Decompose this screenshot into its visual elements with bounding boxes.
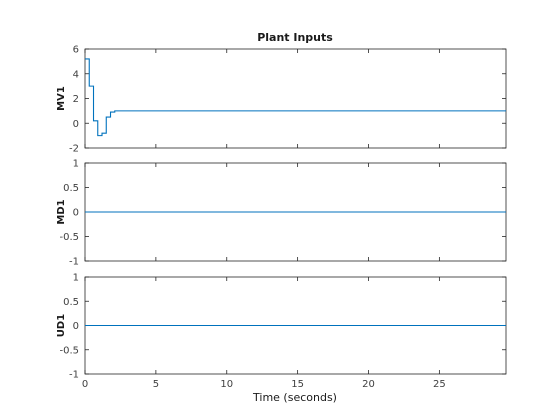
figure-title: Plant Inputs [257, 31, 333, 44]
md1-y-axis-label: MD1 [56, 199, 67, 224]
ud1-xtick-label: 20 [362, 379, 375, 390]
mv1-ytick-label: 6 [73, 45, 79, 56]
mv1-y-axis-label: MV1 [56, 86, 67, 111]
mv1-ytick-label: 4 [73, 69, 79, 80]
ud1-ytick-label: 0 [73, 321, 79, 332]
md1-ytick-label: 0.5 [63, 183, 79, 194]
ud1-ytick-label: -1 [69, 370, 79, 381]
mv1-axes-box [84, 48, 507, 149]
mv1-ytick-label: 2 [73, 94, 79, 105]
ud1-ytick-label: 0.5 [63, 297, 79, 308]
mv1-series-line [85, 58, 506, 137]
md1-subplot: -1 -0.5 0 0.5 1 MD1 [56, 159, 507, 268]
md1-ytick-label: -0.5 [59, 232, 79, 243]
md1-ytick-label: 0 [73, 208, 79, 219]
md1-ytick-label: -1 [69, 257, 79, 268]
ud1-ytick-label: -0.5 [59, 345, 79, 356]
ud1-xtick-label: 0 [82, 379, 88, 390]
ud1-y-axis-label: UD1 [56, 314, 67, 337]
ud1-xtick-label: 5 [153, 379, 159, 390]
md1-ytick-label: 1 [73, 159, 79, 170]
ud1-xtick-label: 15 [291, 379, 304, 390]
mv1-subplot: -2 0 2 4 6 MV1 [56, 45, 507, 155]
ud1-xtick-label: 25 [433, 379, 446, 390]
ud1-xtick-label: 10 [220, 379, 233, 390]
mv1-ytick-label: -2 [69, 144, 79, 155]
x-axis-label: Time (seconds) [252, 391, 337, 404]
mv1-ytick-label: 0 [73, 119, 79, 130]
ud1-ytick-label: 1 [73, 273, 79, 284]
